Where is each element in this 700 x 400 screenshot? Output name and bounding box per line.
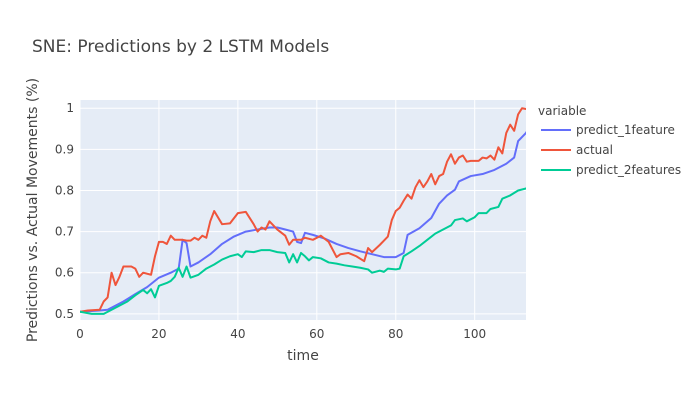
x-tick-label: 80 [388,327,403,341]
y-axis-title: Predictions vs. Actual Movements (%) [25,78,41,342]
series-lines [80,107,526,315]
legend-label-predict_2features[interactable]: predict_2features [576,163,681,177]
series-line-actual [80,107,526,313]
legend-title: variable [538,104,586,118]
y-tick-label: 0.8 [55,183,74,197]
x-axis-title: time [287,348,319,364]
x-axis-ticks: 0 20 40 60 80 100 [76,327,486,341]
y-tick-label: 0.9 [55,142,74,156]
x-tick-label: 60 [309,327,324,341]
legend-label-predict_1feature[interactable]: predict_1feature [576,123,675,137]
chart-title: SNE: Predictions by 2 LSTM Models [32,37,329,57]
series-line-predict_1feature [80,131,526,313]
y-tick-label: 0.7 [55,225,74,239]
plot-background [80,100,526,320]
y-tick-label: 1 [66,101,74,115]
x-tick-label: 20 [151,327,166,341]
gridlines [79,100,526,320]
x-tick-label: 100 [463,327,486,341]
y-tick-label: 0.6 [55,266,74,280]
series-line-predict_2features [80,187,526,315]
y-tick-label: 0.5 [55,307,74,321]
x-tick-label: 40 [230,327,245,341]
y-axis-ticks: 0.5 0.6 0.7 0.8 0.9 1 [55,101,74,321]
plot-area [79,100,526,320]
x-tick-label: 0 [76,327,84,341]
legend-label-actual[interactable]: actual [576,143,613,157]
